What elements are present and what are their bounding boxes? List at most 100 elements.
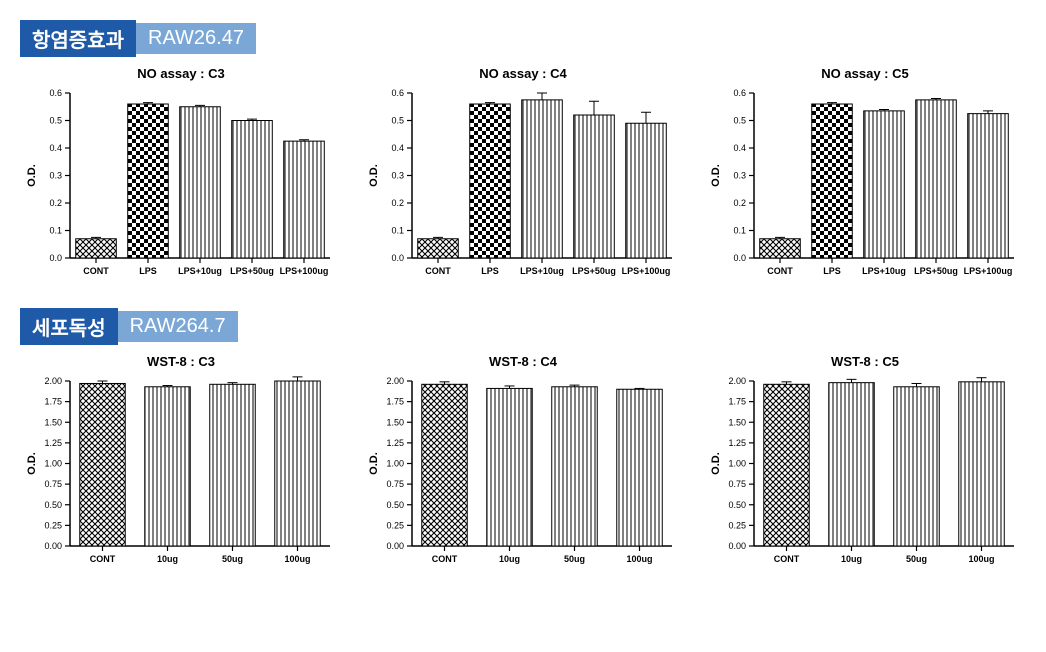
x-tick-label: 50ug [222,554,243,564]
y-tick-label: 0.3 [391,171,404,181]
chart-title: WST-8 : C5 [704,354,1026,369]
bar [418,239,459,258]
y-tick-label: 0.50 [44,500,62,510]
y-tick-label: 1.25 [386,438,404,448]
bar-chart: 0.00.10.20.30.40.50.6O.D.CONTLPSLPS+10ug… [20,83,340,293]
x-tick-label: LPS+50ug [572,266,616,276]
section2-header: 세포독성 RAW264.7 [20,308,1026,344]
x-tick-label: CONT [767,266,793,276]
y-tick-label: 0.6 [391,88,404,98]
bar-chart: 0.000.250.500.751.001.251.501.752.00O.D.… [362,371,682,581]
bar [145,387,191,546]
y-tick-label: 1.00 [728,459,746,469]
y-tick-label: 1.75 [728,397,746,407]
x-tick-label: 10ug [499,554,520,564]
y-tick-label: 0.00 [386,541,404,551]
y-tick-label: 0.0 [49,253,62,263]
y-tick-label: 0.4 [733,143,746,153]
y-tick-label: 2.00 [44,376,62,386]
y-tick-label: 0.3 [49,171,62,181]
y-tick-label: 0.0 [733,253,746,263]
x-tick-label: 50ug [564,554,585,564]
bar [552,387,598,546]
bar [968,114,1009,258]
y-tick-label: 1.50 [386,417,404,427]
x-tick-label: CONT [432,554,458,564]
x-tick-label: LPS [823,266,841,276]
y-axis-label: O.D. [26,452,38,475]
chart-cell: WST-8 : C3 0.00 0.25 0.50 0.75 1.00 1.25 1.50 1.… [20,354,342,581]
y-tick-label: 0.50 [728,500,746,510]
y-tick-label: 0.2 [49,198,62,208]
bar [128,104,169,258]
y-tick-label: 0.25 [728,520,746,530]
x-tick-label: 100ug [968,554,994,564]
section2-charts: WST-8 : C3 0.00 0.25 0.50 0.75 1.00 1.25 1.50 1.… [20,354,1026,581]
bar [210,384,256,546]
y-tick-label: 0.25 [386,520,404,530]
bar [275,381,321,546]
x-tick-label: CONT [425,266,451,276]
x-tick-label: LPS [481,266,499,276]
chart-cell: NO assay : C30.00.10.20.30.40.50.6O.D.CO… [20,66,342,293]
y-tick-label: 0.00 [44,541,62,551]
chart-title: NO assay : C3 [20,66,342,81]
chart-title: NO assay : C4 [362,66,684,81]
y-tick-label: 0.0 [391,253,404,263]
bar [916,100,957,258]
chart-cell: WST-8 : C50.000.250.500.751.001.251.501.… [704,354,1026,581]
bar [812,104,853,258]
x-tick-label: LPS+50ug [914,266,958,276]
bar-chart: 0.00.10.20.30.40.50.6O.D.CONTLPSLPS+10ug… [362,83,682,293]
y-tick-label: 1.00 [386,459,404,469]
y-tick-label: 2.00 [386,376,404,386]
y-tick-label: 0.2 [391,198,404,208]
x-tick-label: CONT [90,554,116,564]
y-tick-label: 0.6 [733,88,746,98]
bar-chart: 0.00.10.20.30.40.50.6O.D.CONTLPSLPS+10ug… [704,83,1024,293]
y-tick-label: 0.75 [728,479,746,489]
bar [864,111,905,258]
y-tick-label: 0.6 [49,88,62,98]
y-tick-label: 1.75 [386,397,404,407]
chart-cell: NO assay : C4 0.0 0.1 0.2 0.3 0.4 0.5 0.6 O.D. CO… [362,66,684,293]
chart-title: NO assay : C5 [704,66,1026,81]
bar [626,123,667,258]
bar [487,388,533,546]
y-tick-label: 0.5 [391,116,404,126]
x-tick-label: LPS+50ug [230,266,274,276]
bar [76,239,117,258]
y-tick-label: 0.75 [44,479,62,489]
y-tick-label: 1.50 [44,417,62,427]
x-tick-label: LPS+100ug [964,266,1013,276]
bar [894,387,940,546]
y-tick-label: 1.25 [44,438,62,448]
x-tick-label: 100ug [284,554,310,564]
y-tick-label: 0.1 [391,226,404,236]
x-tick-label: LPS+10ug [862,266,906,276]
y-axis-label: O.D. [710,164,722,187]
bar [617,389,663,546]
bar-chart: 0.000.250.500.751.001.251.501.752.00O.D.… [704,371,1024,581]
y-tick-label: 0.25 [44,520,62,530]
y-tick-label: 1.75 [44,397,62,407]
bar [232,121,273,259]
x-tick-label: 100ug [626,554,652,564]
section1-charts: NO assay : C3 0.0 0.1 0.2 0.3 0.4 0.5 0.6 O.D. CO… [20,66,1026,293]
section1-label: 항염증효과 [20,20,136,57]
x-tick-label: LPS+100ug [622,266,671,276]
bar-chart: 0.00 0.25 0.50 0.75 1.00 1.25 1.50 1.75 2.00 O.D.… [20,371,340,581]
x-tick-label: 50ug [906,554,927,564]
chart-title: WST-8 : C3 [20,354,342,369]
x-tick-label: 10ug [157,554,178,564]
y-tick-label: 0.2 [733,198,746,208]
y-tick-label: 1.00 [44,459,62,469]
y-tick-label: 0.4 [391,143,404,153]
x-tick-label: CONT [83,266,109,276]
bar [829,383,875,546]
section1-sublabel: RAW26.47 [136,23,256,54]
y-axis-label: O.D. [368,164,380,187]
section2-sublabel: RAW264.7 [118,311,238,342]
y-tick-label: 2.00 [728,376,746,386]
y-axis-label: O.D. [368,452,380,475]
